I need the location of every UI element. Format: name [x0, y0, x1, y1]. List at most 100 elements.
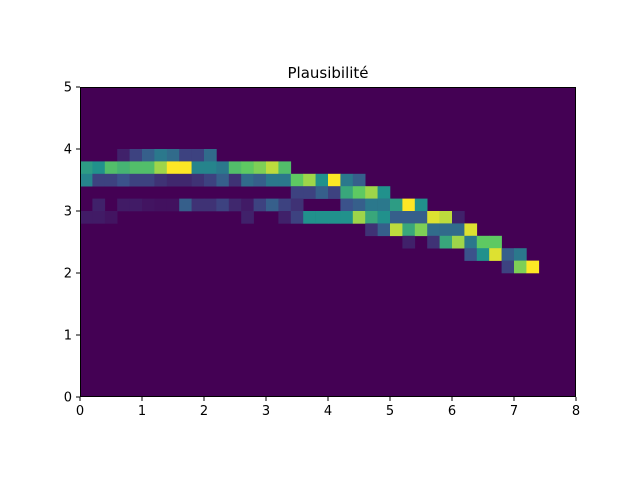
- heatmap-cell: [80, 161, 93, 175]
- heatmap-cell: [117, 161, 130, 175]
- heatmap-cell: [452, 223, 465, 237]
- heatmap-cell: [191, 198, 205, 212]
- y-tick-label: 2: [64, 267, 72, 282]
- heatmap-cell: [303, 173, 316, 187]
- y-tick-label: 1: [64, 329, 72, 344]
- heatmap-cell: [402, 211, 416, 224]
- heatmap-cell: [92, 198, 106, 212]
- y-axis: 0 1 2 3 4 5: [64, 81, 80, 406]
- x-tick-label: 0: [76, 404, 84, 419]
- heatmap-cell: [439, 223, 453, 237]
- heatmap-cell: [104, 161, 118, 175]
- heatmap-cell: [365, 198, 378, 212]
- heatmap-cell: [117, 149, 130, 162]
- heatmap-cell: [253, 173, 267, 187]
- heatmap-cell: [266, 161, 279, 175]
- heatmap-cell: [464, 235, 478, 249]
- x-tick-label: 6: [448, 404, 456, 419]
- heatmap-cell: [439, 211, 453, 224]
- heatmap-cell: [377, 186, 391, 199]
- heatmap-cell: [526, 260, 540, 274]
- heatmap-cell: [253, 161, 267, 175]
- heatmap-cell: [414, 223, 428, 237]
- heatmap-cell: [92, 173, 106, 187]
- heatmap-cell: [390, 198, 403, 212]
- heatmap-cell: [204, 149, 217, 162]
- heatmap-cells: [80, 149, 540, 274]
- heatmap-cell: [129, 198, 143, 212]
- heatmap-cell: [191, 161, 205, 175]
- heatmap-cell: [501, 260, 515, 274]
- x-tick-label: 8: [572, 404, 580, 419]
- heatmap-cell: [154, 173, 168, 187]
- heatmap-cell: [216, 173, 230, 187]
- plot-area: [80, 87, 576, 397]
- heatmap-cell: [290, 186, 304, 199]
- heatmap-cell: [365, 186, 378, 199]
- heatmap-cell: [216, 198, 230, 212]
- heatmap-cell: [166, 149, 180, 162]
- heatmap-cell: [340, 211, 354, 224]
- heatmap-cell: [142, 161, 155, 175]
- heatmap-cell: [377, 223, 391, 237]
- heatmap-cell: [154, 161, 168, 175]
- heatmap-cell: [427, 223, 440, 237]
- heatmap-cell: [290, 198, 304, 212]
- heatmap-cell: [204, 173, 217, 187]
- heatmap-cell: [216, 161, 230, 175]
- heatmap-cell: [278, 161, 292, 175]
- x-tick-label: 7: [510, 404, 518, 419]
- x-tick-label: 2: [200, 404, 208, 419]
- heatmap-cell: [328, 186, 341, 199]
- x-tick-label: 3: [262, 404, 270, 419]
- heatmap-cell: [117, 173, 130, 187]
- heatmap-cell: [464, 223, 478, 237]
- heatmap-cell: [117, 198, 130, 212]
- heatmap-cell: [414, 211, 428, 224]
- x-tick-label: 4: [324, 404, 332, 419]
- heatmap-cell: [328, 211, 341, 224]
- heatmap-cell: [179, 198, 192, 212]
- heatmap-cell: [452, 211, 465, 224]
- heatmap-cell: [476, 248, 490, 261]
- heatmap-cell: [92, 161, 106, 175]
- heatmap-cell: [104, 173, 118, 187]
- heatmap-cell: [377, 198, 391, 212]
- y-tick-label: 4: [64, 143, 72, 158]
- heatmap-cell: [501, 248, 515, 261]
- heatmap-cell: [191, 149, 205, 162]
- heatmap-cell: [142, 173, 155, 187]
- heatmap-cell: [315, 211, 329, 224]
- x-tick-label: 1: [138, 404, 146, 419]
- heatmap-cell: [390, 223, 403, 237]
- heatmap-cell: [340, 198, 354, 212]
- heatmap-cell: [142, 198, 155, 212]
- heatmap-cell: [476, 235, 490, 249]
- heatmap-cell: [179, 173, 192, 187]
- heatmap-cell: [315, 173, 329, 187]
- heatmap-cell: [427, 235, 440, 249]
- heatmap-cell: [315, 186, 329, 199]
- heatmap-cell: [266, 173, 279, 187]
- heatmap-cell: [278, 211, 292, 224]
- heatmap-cell: [166, 198, 180, 212]
- heatmap-cell: [278, 198, 292, 212]
- heatmap-cell: [402, 198, 416, 212]
- heatmap-cell: [154, 198, 168, 212]
- axes-frame: [80, 87, 576, 397]
- heatmap-cell: [241, 211, 254, 224]
- heatmap-cell: [514, 260, 527, 274]
- heatmap-cell: [228, 198, 242, 212]
- heatmap-cell: [179, 161, 192, 175]
- heatmap-cell: [402, 223, 416, 237]
- heatmap-cell: [154, 149, 168, 162]
- heatmap-cell: [129, 173, 143, 187]
- heatmap-cell: [439, 235, 453, 249]
- heatmap-cell: [352, 186, 366, 199]
- heatmap-cell: [104, 211, 118, 224]
- y-tick-label: 0: [64, 391, 72, 406]
- heatmap-cell: [489, 248, 502, 261]
- heatmap-cell: [241, 198, 254, 212]
- heatmap-cell: [365, 223, 378, 237]
